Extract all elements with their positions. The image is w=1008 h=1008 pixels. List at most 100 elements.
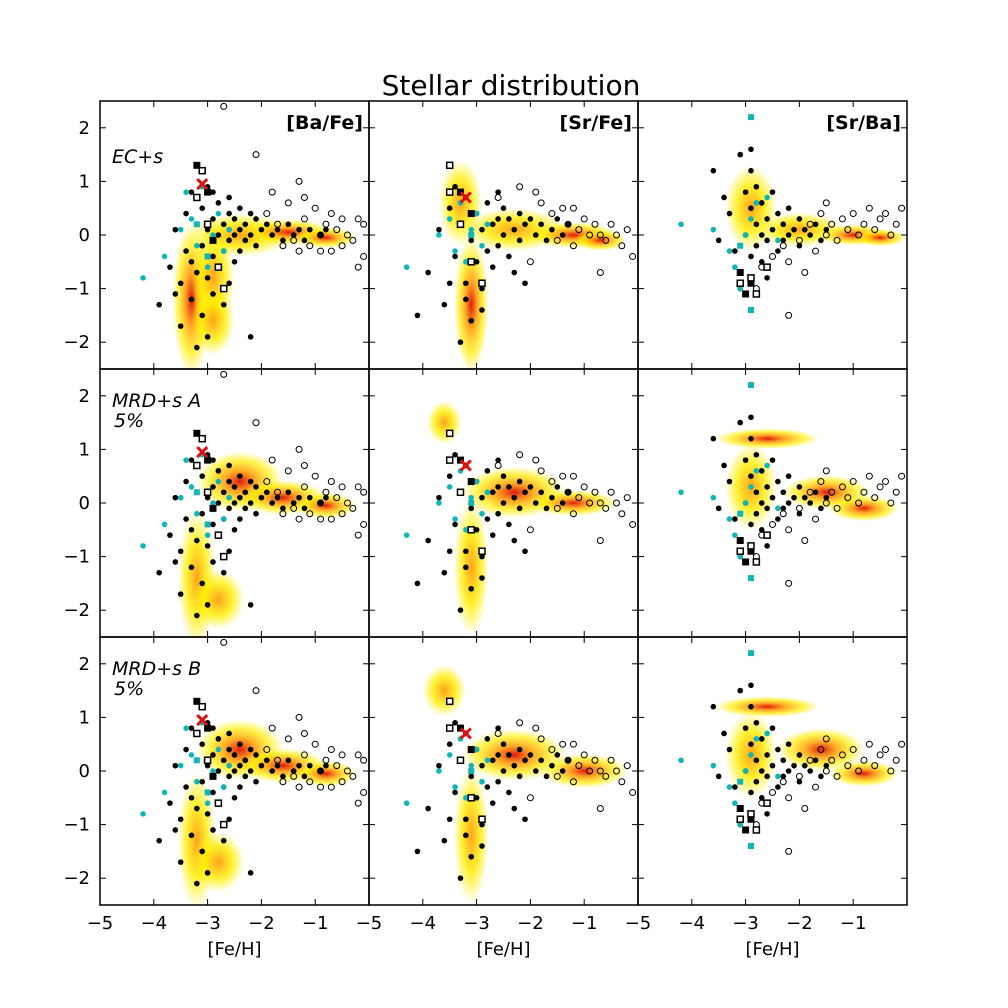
data-point-filled-circles	[172, 226, 179, 233]
data-point-filled-circles	[769, 189, 776, 195]
data-point-open-circles	[607, 220, 615, 228]
density-region	[422, 664, 466, 717]
data-point-filled-circles	[226, 816, 232, 823]
data-point-open-circles	[602, 772, 610, 780]
data-point-filled-circles	[791, 762, 797, 769]
data-point-special-star	[459, 727, 472, 740]
data-point-open-circles	[333, 762, 341, 770]
data-point-open-circles	[354, 215, 362, 223]
data-point-filled-circles	[753, 757, 760, 764]
data-point-open-circles	[290, 772, 298, 780]
data-point-open-circles	[602, 236, 610, 244]
data-point-filled-circles	[231, 216, 238, 222]
data-point-filled-circles	[468, 773, 475, 780]
data-point-filled-circles	[506, 752, 512, 758]
data-point-filled-circles	[188, 832, 195, 839]
data-point-filled-circles	[769, 725, 776, 731]
data-point-filled-circles	[177, 591, 184, 597]
data-point-open-circles	[623, 762, 631, 770]
data-point-filled-circles	[253, 242, 259, 249]
data-point-open-squares	[193, 193, 201, 202]
data-point-open-circles	[612, 499, 620, 507]
data-point-open-circles	[327, 515, 335, 523]
data-point-open-circles	[300, 483, 308, 491]
data-point-open-circles	[785, 579, 793, 587]
data-point-filled-circles	[231, 500, 238, 506]
data-point-filled-circles	[210, 559, 216, 565]
data-point-filled-circles	[247, 500, 254, 506]
data-point-open-circles	[338, 215, 346, 223]
data-point-cyan-stars	[710, 762, 717, 769]
data-point-filled-circles	[506, 521, 512, 528]
data-point-filled-circles	[769, 457, 776, 463]
data-point-filled-circles	[247, 334, 254, 340]
data-point-filled-circles	[732, 248, 738, 254]
panel-grid: −2 −1 0 1 2 [Ba/Fe] EC+s [Sr/Fe] [Sr/Ba] −2 −1 0 1 2 M…	[63, 100, 908, 906]
data-point-open-circles	[806, 220, 814, 228]
data-point-open-circles	[268, 724, 276, 732]
panel-mrda-ba: −2 −1 0 1 2 MRD+s A5%	[63, 368, 370, 638]
data-point-filled-circles	[796, 510, 803, 517]
data-point-filled-circles	[215, 768, 222, 774]
data-point-cyan-stars	[484, 757, 491, 764]
data-point-filled-squares	[742, 290, 750, 298]
data-point-cyan-squares	[747, 382, 754, 389]
data-point-filled-circles	[210, 457, 216, 463]
data-point-filled-circles	[500, 473, 507, 480]
data-point-open-circles	[306, 242, 314, 250]
data-point-cyan-stars	[742, 232, 749, 238]
data-point-open-circles	[618, 510, 626, 518]
data-point-open-circles	[279, 778, 287, 786]
data-point-open-circles	[553, 772, 561, 780]
data-point-open-circles	[817, 746, 825, 754]
data-point-cyan-stars	[215, 478, 222, 485]
x-tick-label: −4	[141, 913, 168, 934]
data-point-cyan-stars	[188, 216, 195, 222]
data-point-open-circles	[833, 772, 841, 780]
data-point-filled-circles	[780, 505, 787, 512]
data-point-filled-circles	[549, 494, 555, 501]
data-point-filled-circles	[479, 575, 485, 581]
data-point-filled-circles	[764, 484, 770, 490]
data-point-filled-circles	[726, 210, 733, 217]
data-point-cyan-stars	[473, 746, 480, 753]
data-point-filled-circles	[737, 151, 744, 158]
data-point-open-circles	[354, 531, 362, 539]
data-point-open-circles	[311, 472, 319, 480]
data-point-filled-circles	[721, 730, 727, 737]
data-point-filled-circles	[280, 505, 286, 512]
data-point-open-circles	[838, 483, 846, 491]
data-point-filled-circles	[452, 253, 458, 260]
data-point-filled-circles	[247, 478, 254, 485]
data-point-filled-circles	[263, 221, 270, 228]
data-point-open-circles	[569, 204, 577, 212]
data-point-cyan-squares	[737, 778, 744, 785]
data-point-filled-circles	[237, 248, 243, 254]
data-point-filled-circles	[215, 200, 222, 206]
data-point-open-circles	[526, 526, 534, 534]
data-point-filled-circles	[764, 543, 770, 549]
data-point-open-circles	[785, 258, 793, 266]
data-point-filled-circles	[215, 468, 222, 474]
data-point-filled-circles	[220, 489, 227, 496]
data-point-filled-circles	[258, 226, 265, 233]
data-point-filled-circles	[753, 510, 760, 517]
data-point-filled-circles	[807, 500, 813, 506]
y-tick-label: −1	[63, 547, 90, 568]
data-point-open-circles	[268, 188, 276, 196]
data-point-open-circles	[263, 478, 271, 486]
data-point-filled-circles	[194, 344, 200, 351]
data-point-filled-circles	[172, 291, 179, 297]
data-point-filled-circles	[199, 312, 206, 319]
data-point-filled-circles	[823, 226, 830, 233]
data-point-open-circles	[360, 520, 368, 528]
data-point-filled-circles	[253, 510, 259, 517]
data-point-filled-circles	[559, 768, 566, 774]
data-point-filled-circles	[231, 232, 238, 238]
data-point-open-circles	[855, 499, 863, 507]
data-point-filled-circles	[172, 559, 179, 565]
data-point-filled-circles	[446, 473, 453, 480]
data-point-open-circles	[252, 419, 260, 427]
data-point-special-star	[196, 178, 209, 191]
